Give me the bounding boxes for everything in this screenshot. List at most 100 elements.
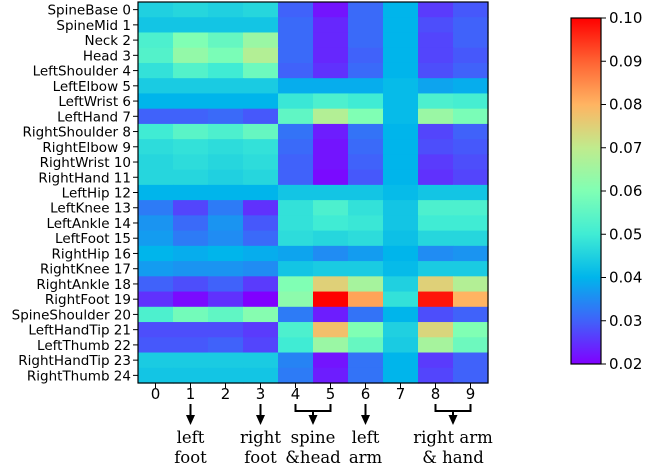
- heatmap-cell: [383, 78, 419, 95]
- heatmap-cell: [208, 47, 244, 64]
- heatmap-cell: [208, 291, 244, 308]
- heatmap-cell: [208, 17, 244, 34]
- heatmap-cell: [313, 93, 349, 110]
- x-tick-label: 1: [186, 385, 196, 403]
- heatmap-cell: [383, 367, 419, 384]
- heatmap-cell: [173, 108, 209, 125]
- heatmap-cell: [278, 139, 314, 155]
- heatmap-cell: [243, 139, 279, 155]
- heatmap-cell: [243, 322, 279, 338]
- heatmap-cell: [453, 108, 489, 125]
- heatmap-cell: [138, 337, 174, 354]
- heatmap-cell: [278, 93, 314, 110]
- heatmap-cell: [138, 62, 174, 79]
- heatmap-cell: [383, 215, 419, 232]
- heatmap-cell: [278, 17, 314, 34]
- heatmap-cell: [138, 230, 174, 247]
- heatmap-cell: [278, 215, 314, 232]
- y-tick-label: RightShoulder 8: [22, 125, 131, 141]
- heatmap-cell: [138, 352, 174, 369]
- heatmap-cell: [173, 230, 209, 247]
- heatmap-cell: [138, 108, 174, 125]
- group-label: foot: [174, 448, 207, 466]
- heatmap-cell: [278, 322, 314, 338]
- y-tick-label: LeftAnkle 14: [46, 216, 131, 232]
- heatmap-cell: [453, 306, 489, 323]
- heatmap-cell: [348, 17, 384, 34]
- heatmap-cell: [418, 276, 454, 293]
- y-tick-label: LeftElbow 5: [53, 79, 131, 95]
- heatmap-cell: [453, 154, 489, 171]
- y-tick-label: RightHip 16: [52, 246, 132, 262]
- heatmap-cell: [278, 62, 314, 79]
- heatmap-cell: [313, 200, 349, 216]
- x-tick-label: 6: [361, 385, 371, 403]
- heatmap-cell: [173, 306, 209, 323]
- y-tick-label: RightHandTip 23: [18, 353, 131, 369]
- heatmap-cell: [453, 123, 489, 140]
- heatmap-cell: [313, 139, 349, 155]
- heatmap-cell: [243, 17, 279, 34]
- heatmap-cell: [243, 337, 279, 354]
- y-tick-label: RightAnkle 18: [36, 277, 131, 293]
- colorbar-tick-label: 0.04: [609, 269, 642, 287]
- y-tick-label: LeftWrist 6: [58, 94, 131, 110]
- heatmap-cell: [453, 352, 489, 369]
- heatmap-cell: [348, 322, 384, 338]
- x-tick-label: 0: [151, 385, 161, 403]
- heatmap-cell: [348, 367, 384, 384]
- y-tick-label: SpineShoulder 20: [12, 307, 131, 323]
- heatmap-cell: [278, 78, 314, 95]
- heatmap-cell: [453, 215, 489, 232]
- y-tick-label: LeftHand 7: [57, 109, 131, 125]
- heatmap-cell: [348, 352, 384, 369]
- heatmap-cell: [313, 62, 349, 79]
- heatmap-cell: [383, 169, 419, 186]
- heatmap-cell: [278, 276, 314, 293]
- heatmap-cell: [418, 306, 454, 323]
- heatmap-cell: [418, 245, 454, 262]
- heatmap-cell: [383, 276, 419, 293]
- heatmap-cell: [418, 123, 454, 140]
- heatmap-cell: [173, 169, 209, 186]
- heatmap-cell: [313, 108, 349, 125]
- heatmap-cell: [453, 184, 489, 201]
- heatmap-cell: [173, 123, 209, 140]
- heatmap-cell: [278, 123, 314, 140]
- heatmap-cell: [243, 62, 279, 79]
- y-tick-label: RightHand 11: [38, 170, 131, 186]
- heatmap-cell: [208, 245, 244, 262]
- heatmap-cell: [243, 306, 279, 323]
- heatmap-cell: [208, 306, 244, 323]
- heatmap-cell: [313, 47, 349, 64]
- heatmap-cell: [138, 306, 174, 323]
- heatmap-cell: [173, 17, 209, 34]
- heatmap-cell: [383, 230, 419, 247]
- heatmap-cell: [138, 261, 174, 277]
- heatmap-cell: [418, 200, 454, 216]
- x-tick-label: 9: [466, 385, 476, 403]
- heatmap-cell: [313, 184, 349, 201]
- colorbar-tick-label: 0.10: [609, 9, 642, 27]
- heatmap-cell: [278, 154, 314, 171]
- heatmap-cell: [453, 47, 489, 64]
- heatmap-cell: [453, 200, 489, 216]
- heatmap-cell: [418, 2, 454, 18]
- heatmap-cell: [173, 154, 209, 171]
- colorbar: [570, 17, 602, 365]
- heatmap-cell: [348, 337, 384, 354]
- x-tick-label: 2: [221, 385, 231, 403]
- heatmap-cell: [313, 306, 349, 323]
- group-label: right arm: [413, 428, 493, 447]
- y-tick-label: RightKnee 17: [40, 262, 131, 278]
- heatmap-cell: [243, 261, 279, 277]
- heatmap-cell: [418, 154, 454, 171]
- heatmap-cell: [243, 184, 279, 201]
- heatmap-cell: [383, 17, 419, 34]
- heatmap-cell: [278, 352, 314, 369]
- group-arrow-head: [186, 415, 195, 425]
- heatmap-cell: [313, 2, 349, 18]
- heatmap-cell: [208, 2, 244, 18]
- heatmap-cell: [278, 32, 314, 49]
- heatmap-cell: [138, 200, 174, 216]
